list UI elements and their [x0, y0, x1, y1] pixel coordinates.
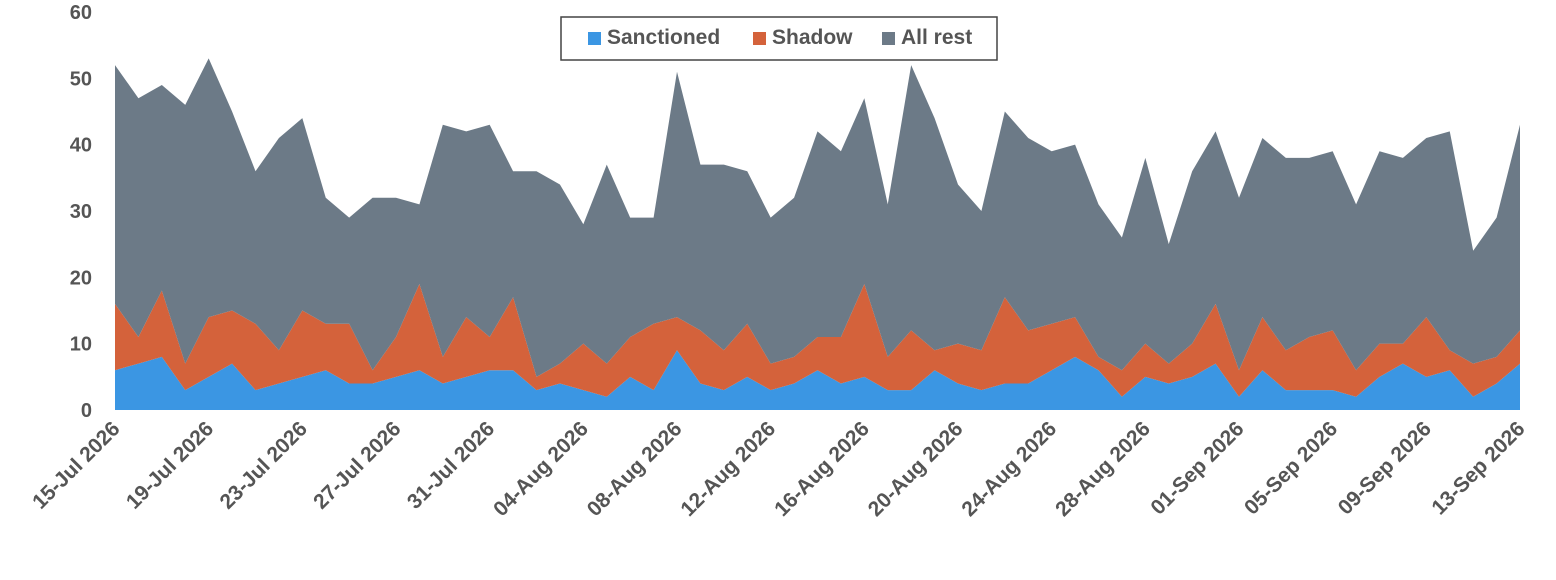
- series-area-all-rest: [115, 58, 1520, 377]
- y-tick-label: 10: [70, 334, 92, 356]
- x-tick-label: 16-Aug 2026: [770, 417, 874, 521]
- x-tick-label: 20-Aug 2026: [864, 417, 968, 521]
- legend-label-all-rest: All rest: [901, 26, 972, 49]
- y-tick-label: 20: [70, 267, 92, 289]
- series-area-shadow: [115, 283, 1520, 397]
- x-tick-label: 15-Jul 2026: [28, 417, 124, 513]
- x-tick-label: 12-Aug 2026: [676, 417, 780, 521]
- legend-swatch-all-rest: [882, 32, 895, 45]
- x-tick-label: 09-Sep 2026: [1334, 417, 1436, 519]
- x-tick-label: 24-Aug 2026: [957, 417, 1061, 521]
- x-tick-label: 31-Jul 2026: [403, 417, 499, 513]
- series-area-sanctioned: [115, 350, 1520, 410]
- y-axis: 0 10 20 30 40 50 60: [70, 2, 92, 422]
- legend: Sanctioned Shadow All rest: [560, 16, 998, 61]
- legend-label-sanctioned: Sanctioned: [607, 26, 720, 49]
- x-tick-label: 23-Jul 2026: [216, 417, 312, 513]
- y-tick-label: 30: [70, 201, 92, 223]
- legend-label-shadow: Shadow: [772, 26, 853, 49]
- area-layer: [115, 58, 1520, 410]
- x-tick-label: 19-Jul 2026: [122, 417, 218, 513]
- x-tick-label: 05-Sep 2026: [1240, 417, 1342, 519]
- x-tick-label: 13-Sep 2026: [1427, 417, 1529, 519]
- y-tick-label: 0: [81, 400, 92, 422]
- legend-swatch-sanctioned: [588, 32, 601, 45]
- x-tick-label: 27-Jul 2026: [309, 417, 405, 513]
- y-tick-label: 40: [70, 135, 92, 157]
- x-tick-label: 04-Aug 2026: [489, 417, 593, 521]
- y-tick-label: 60: [70, 2, 92, 24]
- x-tick-label: 28-Aug 2026: [1051, 417, 1155, 521]
- y-tick-label: 50: [70, 68, 92, 90]
- legend-box: [560, 16, 998, 61]
- x-tick-label: 01-Sep 2026: [1146, 417, 1248, 519]
- x-tick-label: 08-Aug 2026: [583, 417, 687, 521]
- legend-swatch-shadow: [753, 32, 766, 45]
